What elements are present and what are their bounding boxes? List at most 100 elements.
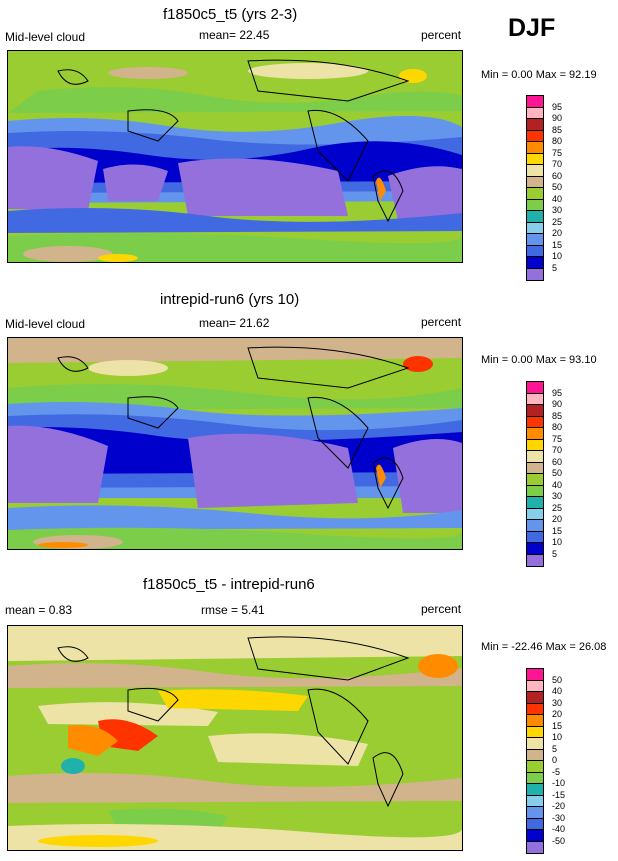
legend-tick-label: 50: [552, 468, 563, 478]
legend-swatch: [527, 497, 543, 509]
panel-3-mean-label: mean = 0.83: [5, 603, 73, 617]
legend-tick-label: 85: [552, 410, 563, 421]
legend-tick-label: 75: [552, 433, 563, 444]
legend-tick-label: 30: [552, 205, 563, 215]
legend-swatch: [527, 692, 543, 704]
panel-2-mean-label: mean= 21.62: [199, 316, 270, 330]
legend-swatch: [527, 416, 543, 428]
legend-swatch: [527, 428, 543, 440]
legend-tick-label: 40: [552, 686, 563, 696]
legend-tick-label: -15: [552, 789, 566, 800]
legend-swatch: [527, 772, 543, 784]
panel-3-rmse-label: rmse = 5.41: [201, 603, 265, 617]
panel-3-title: f1850c5_t5 - intrepid-run6: [143, 576, 315, 593]
legend-swatch: [527, 703, 543, 715]
panel-2-title: intrepid-run6 (yrs 10): [160, 291, 300, 308]
legend-tick-label: 15: [552, 525, 563, 536]
legend-tick-label: 70: [552, 445, 563, 455]
legend-swatch: [527, 245, 543, 257]
legend-tick-label: 40: [552, 193, 563, 204]
panel-1-mean-label: mean= 22.45: [199, 28, 270, 42]
legend-swatch: [527, 382, 543, 394]
legend-swatch: [527, 715, 543, 727]
panel-2-variable-label: Mid-level cloud: [5, 317, 86, 331]
legend-swatch: [527, 211, 543, 223]
panel-3-minmax: Min = -22.46 Max = 26.08: [481, 641, 607, 653]
legend-tick-label: 90: [552, 113, 563, 123]
legend-tick-label: 75: [552, 147, 563, 158]
panel-1-map-graphic: [8, 51, 462, 262]
season-label: DJF: [508, 14, 556, 42]
legend-tick-label: 90: [552, 399, 563, 409]
legend-tick-label: -50: [552, 835, 566, 846]
legend-tick-label: 20: [552, 514, 563, 524]
legend-tick-label: 30: [552, 491, 563, 501]
panel-2-map-graphic: [8, 338, 462, 549]
legend-swatch: [527, 257, 543, 269]
panel-1-title: f1850c5_t5 (yrs 2-3): [163, 6, 298, 23]
legend-swatch: [527, 830, 543, 842]
panel-1-legend: [526, 95, 544, 281]
legend-tick-label: 5: [552, 743, 558, 754]
legend-tick-label: 85: [552, 124, 563, 135]
panel-1-variable-label: Mid-level cloud: [5, 30, 86, 44]
legend-swatch: [527, 439, 543, 451]
legend-tick-label: 25: [552, 502, 563, 513]
legend-swatch: [527, 119, 543, 131]
legend-swatch: [527, 669, 543, 681]
panel-3-units-label: percent: [421, 602, 462, 616]
legend-swatch: [527, 508, 543, 520]
legend-swatch: [527, 451, 543, 463]
legend-swatch: [527, 199, 543, 211]
legend-tick-label: -10: [552, 778, 566, 788]
legend-tick-label: -30: [552, 812, 566, 823]
legend-swatch: [527, 749, 543, 761]
legend-swatch: [527, 531, 543, 543]
legend-tick-label: 60: [552, 456, 563, 467]
legend-tick-label: 25: [552, 216, 563, 227]
legend-tick-label: -20: [552, 801, 566, 811]
legend-tick-label: 50: [552, 182, 563, 192]
panel-1-map: [7, 50, 463, 263]
legend-tick-label: 20: [552, 709, 563, 719]
legend-swatch: [527, 268, 543, 280]
legend-swatch: [527, 485, 543, 497]
legend-swatch: [527, 96, 543, 108]
legend-swatch: [527, 784, 543, 796]
legend-swatch: [527, 520, 543, 532]
legend-tick-label: 20: [552, 228, 563, 238]
legend-swatch: [527, 554, 543, 566]
panel-1-minmax: Min = 0.00 Max = 92.19: [481, 69, 597, 81]
legend-swatch: [527, 795, 543, 807]
legend-tick-label: 15: [552, 720, 563, 731]
legend-tick-label: -5: [552, 766, 561, 777]
legend-swatch: [527, 107, 543, 119]
legend-swatch: [527, 130, 543, 142]
legend-swatch: [527, 165, 543, 177]
panel-3-legend: [526, 668, 544, 854]
legend-tick-label: 60: [552, 170, 563, 181]
legend-tick-label: 0: [552, 755, 558, 765]
legend-tick-label: 50: [552, 674, 563, 685]
legend-swatch: [527, 726, 543, 738]
legend-tick-label: 95: [552, 387, 563, 398]
legend-tick-label: 10: [552, 251, 563, 261]
legend-swatch: [527, 818, 543, 830]
legend-tick-label: -40: [552, 824, 566, 834]
legend-tick-label: 80: [552, 422, 563, 432]
legend-tick-label: 10: [552, 732, 563, 742]
legend-swatch: [527, 393, 543, 405]
legend-tick-label: 40: [552, 479, 563, 490]
legend-swatch: [527, 462, 543, 474]
legend-swatch: [527, 234, 543, 246]
panel-3-map-graphic: [8, 626, 462, 850]
legend-swatch: [527, 543, 543, 555]
panel-2-units-label: percent: [421, 315, 462, 329]
legend-swatch: [527, 474, 543, 486]
legend-swatch: [527, 680, 543, 692]
legend-swatch: [527, 807, 543, 819]
legend-swatch: [527, 142, 543, 154]
legend-tick-label: 70: [552, 159, 563, 169]
legend-swatch: [527, 405, 543, 417]
legend-swatch: [527, 738, 543, 750]
